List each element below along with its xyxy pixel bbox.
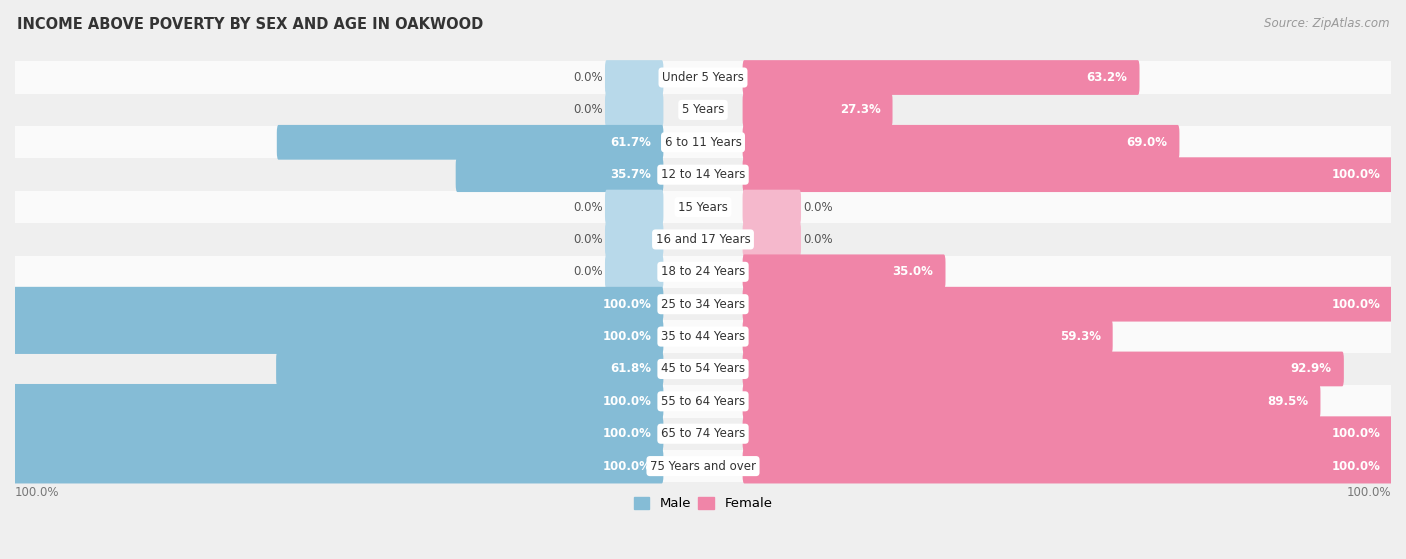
Text: 0.0%: 0.0%	[803, 233, 832, 246]
Text: 45 to 54 Years: 45 to 54 Years	[661, 362, 745, 376]
Text: 35 to 44 Years: 35 to 44 Years	[661, 330, 745, 343]
Text: 35.0%: 35.0%	[893, 266, 934, 278]
FancyBboxPatch shape	[13, 449, 664, 484]
Text: 25 to 34 Years: 25 to 34 Years	[661, 298, 745, 311]
FancyBboxPatch shape	[742, 157, 1393, 192]
FancyBboxPatch shape	[13, 319, 664, 354]
Bar	[15, 385, 1391, 418]
Text: 15 Years: 15 Years	[678, 201, 728, 214]
Text: 0.0%: 0.0%	[574, 233, 603, 246]
FancyBboxPatch shape	[13, 384, 664, 419]
Text: 92.9%: 92.9%	[1291, 362, 1331, 376]
Text: 100.0%: 100.0%	[603, 330, 651, 343]
Text: 100.0%: 100.0%	[1331, 459, 1381, 472]
Text: 100.0%: 100.0%	[1331, 427, 1381, 440]
Text: 61.7%: 61.7%	[610, 136, 651, 149]
FancyBboxPatch shape	[13, 287, 664, 321]
Text: 0.0%: 0.0%	[574, 201, 603, 214]
Legend: Male, Female: Male, Female	[628, 491, 778, 515]
Text: 100.0%: 100.0%	[603, 395, 651, 408]
FancyBboxPatch shape	[605, 190, 664, 224]
Text: 75 Years and over: 75 Years and over	[650, 459, 756, 472]
FancyBboxPatch shape	[605, 60, 664, 95]
Bar	[15, 223, 1391, 255]
Text: 100.0%: 100.0%	[603, 427, 651, 440]
FancyBboxPatch shape	[742, 222, 801, 257]
Text: 6 to 11 Years: 6 to 11 Years	[665, 136, 741, 149]
Bar	[15, 126, 1391, 159]
Text: 12 to 14 Years: 12 to 14 Years	[661, 168, 745, 181]
FancyBboxPatch shape	[605, 93, 664, 127]
Text: 100.0%: 100.0%	[1347, 486, 1391, 499]
Text: 18 to 24 Years: 18 to 24 Years	[661, 266, 745, 278]
Text: 5 Years: 5 Years	[682, 103, 724, 116]
Text: 27.3%: 27.3%	[839, 103, 880, 116]
FancyBboxPatch shape	[742, 384, 1320, 419]
Text: INCOME ABOVE POVERTY BY SEX AND AGE IN OAKWOOD: INCOME ABOVE POVERTY BY SEX AND AGE IN O…	[17, 17, 484, 32]
Text: 65 to 74 Years: 65 to 74 Years	[661, 427, 745, 440]
Text: Source: ZipAtlas.com: Source: ZipAtlas.com	[1264, 17, 1389, 30]
FancyBboxPatch shape	[456, 157, 664, 192]
Text: 100.0%: 100.0%	[1331, 298, 1381, 311]
Text: 55 to 64 Years: 55 to 64 Years	[661, 395, 745, 408]
FancyBboxPatch shape	[276, 352, 664, 386]
FancyBboxPatch shape	[742, 254, 945, 289]
Bar	[15, 320, 1391, 353]
FancyBboxPatch shape	[605, 254, 664, 289]
Text: 63.2%: 63.2%	[1087, 71, 1128, 84]
Text: 89.5%: 89.5%	[1267, 395, 1309, 408]
FancyBboxPatch shape	[742, 449, 1393, 484]
Text: 100.0%: 100.0%	[1331, 168, 1381, 181]
FancyBboxPatch shape	[742, 60, 1139, 95]
Text: 100.0%: 100.0%	[603, 298, 651, 311]
FancyBboxPatch shape	[742, 125, 1180, 160]
Bar	[15, 159, 1391, 191]
Text: 35.7%: 35.7%	[610, 168, 651, 181]
FancyBboxPatch shape	[742, 93, 893, 127]
FancyBboxPatch shape	[742, 190, 801, 224]
Text: 69.0%: 69.0%	[1126, 136, 1167, 149]
FancyBboxPatch shape	[605, 222, 664, 257]
FancyBboxPatch shape	[742, 287, 1393, 321]
Text: 0.0%: 0.0%	[574, 266, 603, 278]
Text: 0.0%: 0.0%	[574, 103, 603, 116]
Text: Under 5 Years: Under 5 Years	[662, 71, 744, 84]
Text: 59.3%: 59.3%	[1060, 330, 1101, 343]
Bar	[15, 288, 1391, 320]
FancyBboxPatch shape	[742, 416, 1393, 451]
FancyBboxPatch shape	[277, 125, 664, 160]
Bar	[15, 255, 1391, 288]
Text: 61.8%: 61.8%	[610, 362, 651, 376]
FancyBboxPatch shape	[742, 319, 1112, 354]
Bar	[15, 61, 1391, 94]
FancyBboxPatch shape	[742, 352, 1344, 386]
Bar	[15, 418, 1391, 450]
Bar	[15, 353, 1391, 385]
Text: 0.0%: 0.0%	[803, 201, 832, 214]
FancyBboxPatch shape	[13, 416, 664, 451]
Bar	[15, 94, 1391, 126]
Text: 0.0%: 0.0%	[574, 71, 603, 84]
Bar	[15, 450, 1391, 482]
Text: 16 and 17 Years: 16 and 17 Years	[655, 233, 751, 246]
Bar	[15, 191, 1391, 223]
Text: 100.0%: 100.0%	[603, 459, 651, 472]
Text: 100.0%: 100.0%	[15, 486, 59, 499]
